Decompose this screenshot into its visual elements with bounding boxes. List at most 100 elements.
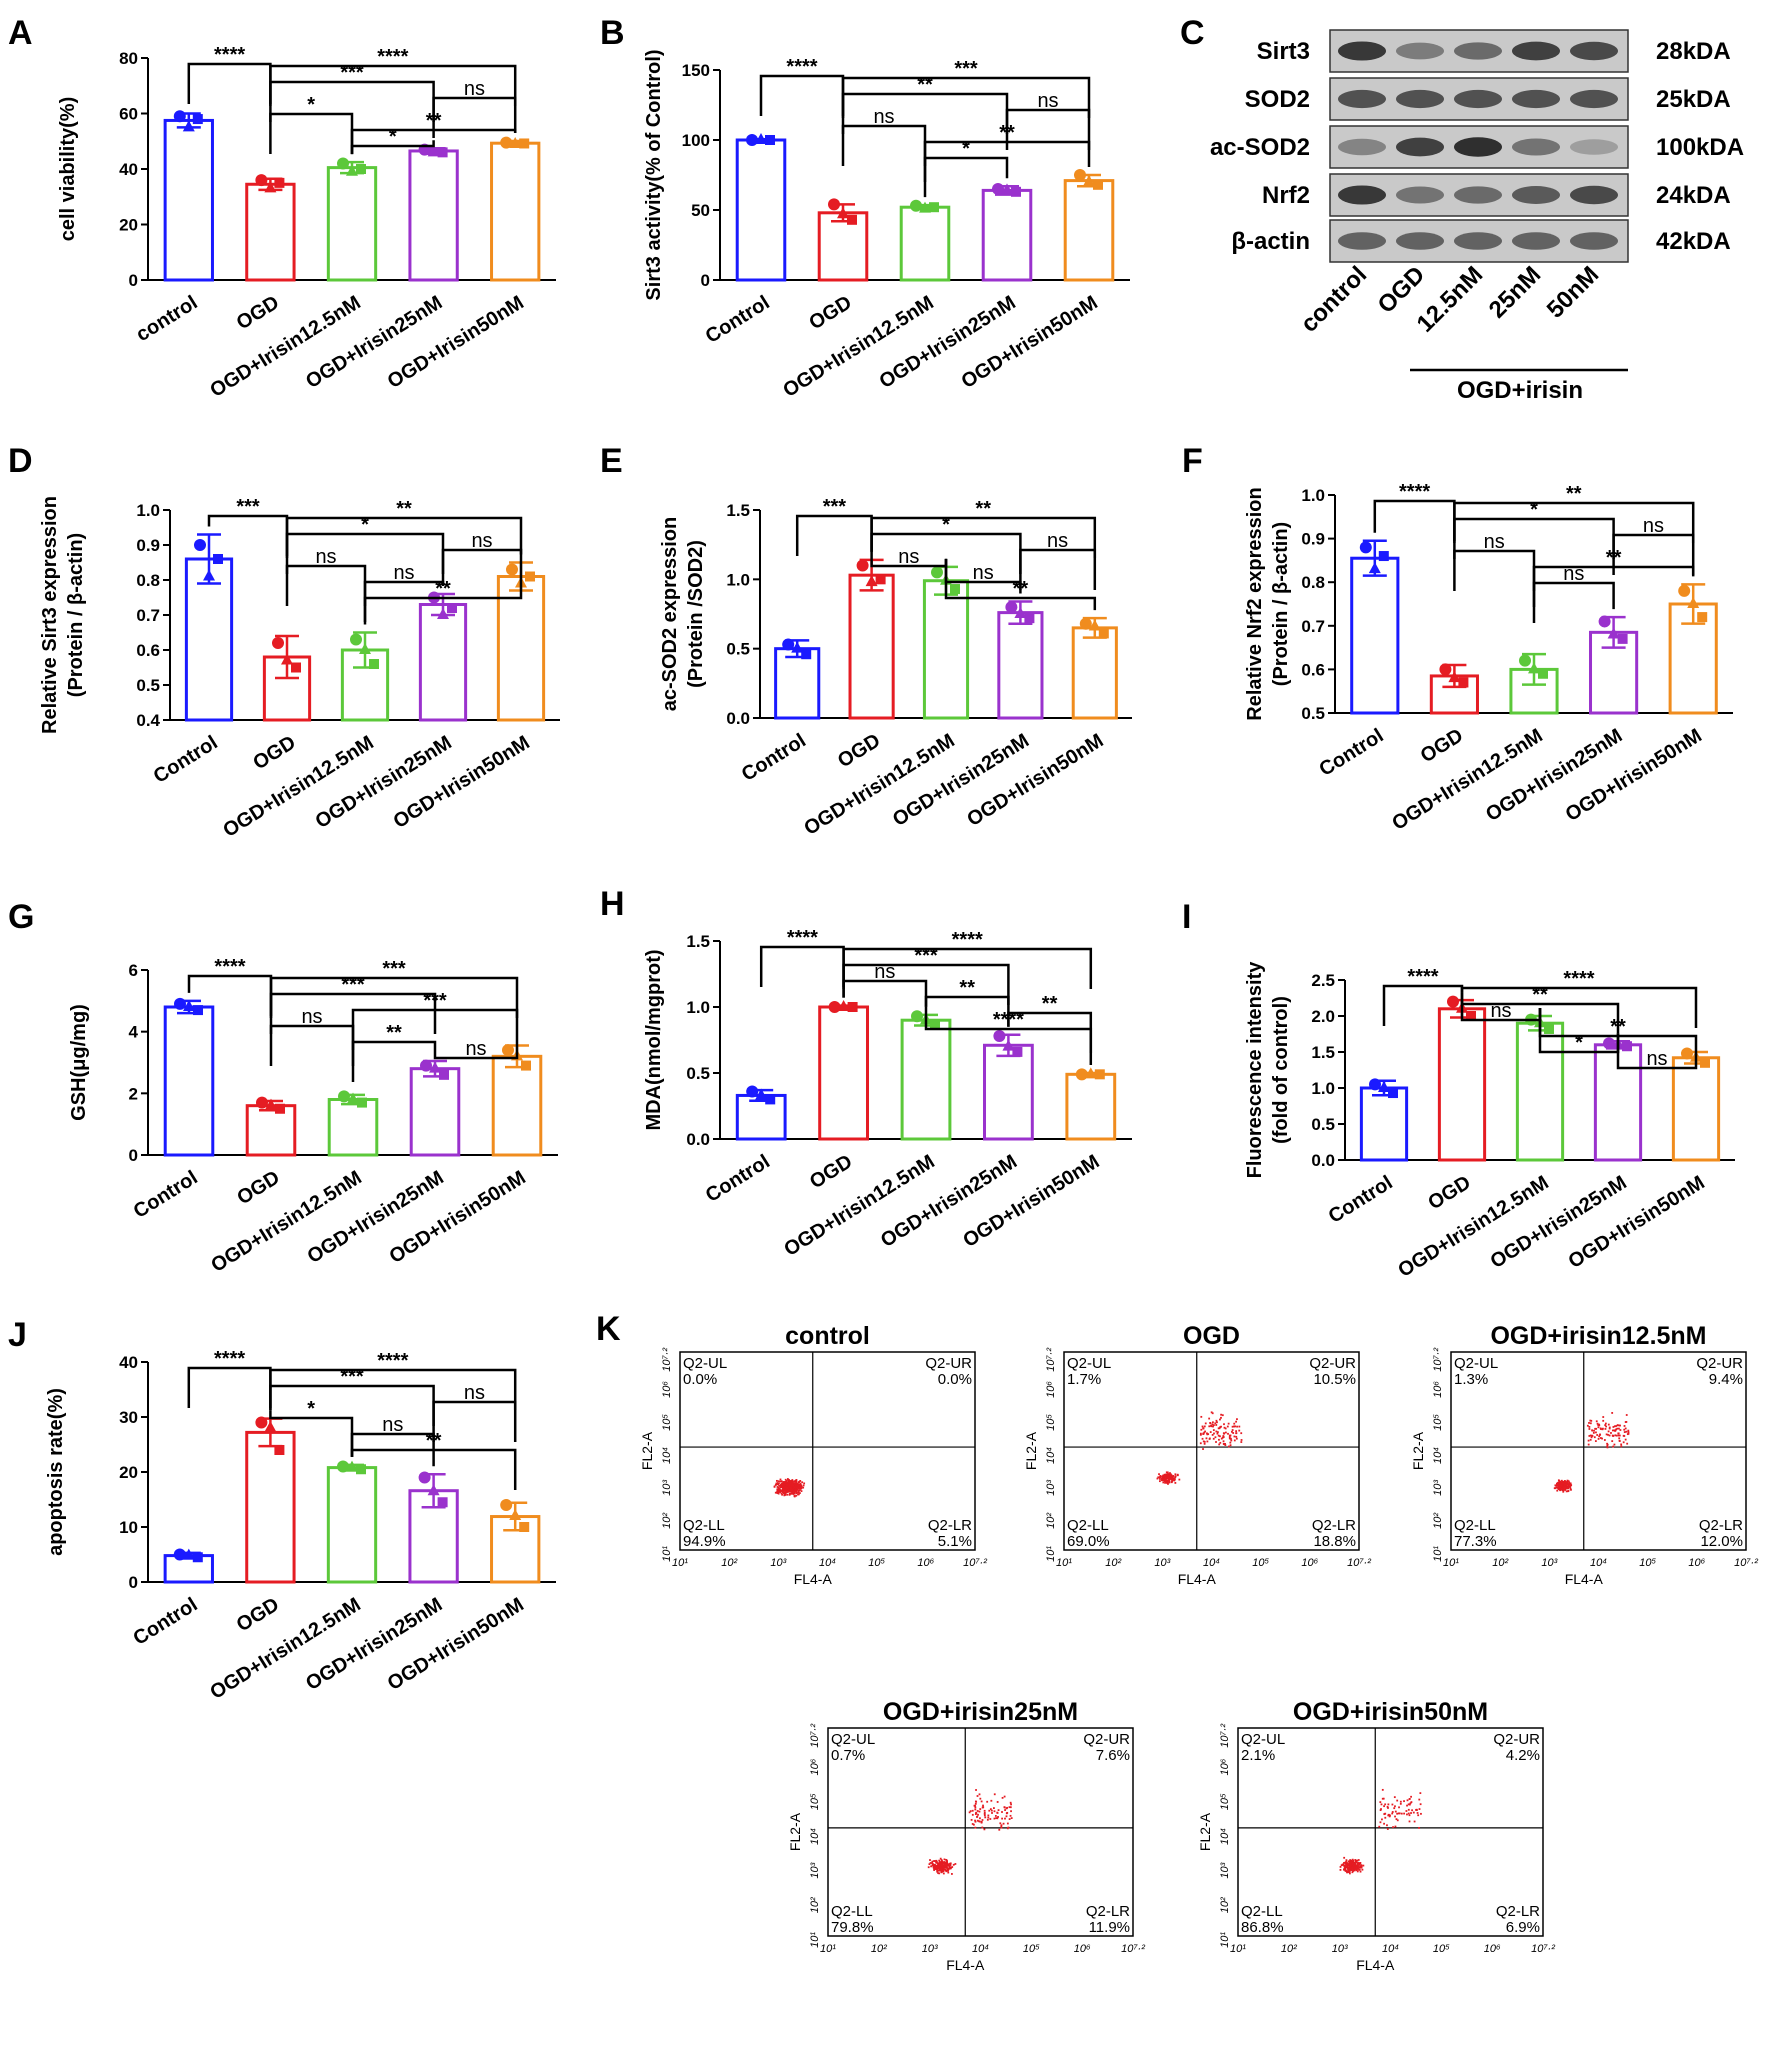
significance-label: ns bbox=[382, 1414, 403, 1436]
x-tick-label: 10⁶ bbox=[917, 1557, 934, 1569]
data-point bbox=[429, 1061, 441, 1073]
flow-event-dot bbox=[793, 1482, 796, 1485]
flow-event-dot bbox=[1200, 1428, 1203, 1431]
flow-event-dot bbox=[1350, 1869, 1353, 1871]
flow-event-dot bbox=[1217, 1434, 1220, 1437]
flow-event-dot bbox=[1220, 1425, 1222, 1428]
data-point bbox=[274, 177, 285, 188]
flow-event-dot bbox=[1165, 1476, 1168, 1479]
flow-event-dot bbox=[996, 1801, 999, 1803]
y-axis-label: Relative Nrf2 expression bbox=[1244, 487, 1266, 720]
significance-bracket bbox=[924, 1006, 1093, 1065]
data-point bbox=[1617, 633, 1628, 644]
flow-event-dot bbox=[1618, 1437, 1621, 1440]
flow-event-dot bbox=[1162, 1476, 1165, 1479]
flow-plot: OGD+irisin25nM Q2-UL0.7% Q2-UR7.6% Q2-LL79.… bbox=[787, 1698, 1145, 1973]
flow-event-dot bbox=[1199, 1442, 1202, 1445]
x-tick-label: Control bbox=[702, 292, 774, 348]
y-tick-label: 10² bbox=[1219, 1897, 1231, 1913]
flow-event-dot bbox=[1224, 1427, 1227, 1430]
flow-event-dot bbox=[979, 1817, 981, 1820]
data-point bbox=[1002, 1039, 1015, 1051]
data-point bbox=[1622, 1041, 1632, 1052]
flow-event-dot bbox=[1403, 1800, 1405, 1803]
flow-event-dot bbox=[784, 1489, 786, 1492]
flow-event-dot bbox=[1006, 1806, 1009, 1809]
x-tick-label: OGD bbox=[834, 730, 884, 773]
y-tick-label: 10⁷·² bbox=[1432, 1348, 1444, 1372]
data-point bbox=[192, 114, 203, 125]
flow-event-dot bbox=[793, 1486, 796, 1489]
flow-event-dot bbox=[1408, 1814, 1411, 1817]
flow-event-dot bbox=[1360, 1864, 1363, 1867]
flow-event-dot bbox=[974, 1808, 977, 1811]
y-tick-label: 2.0 bbox=[1311, 1007, 1335, 1026]
flow-event-dot bbox=[1617, 1434, 1620, 1437]
data-point bbox=[929, 202, 939, 213]
flow-event-dot bbox=[1586, 1424, 1589, 1427]
flow-event-dot bbox=[1381, 1797, 1384, 1800]
flow-event-dot bbox=[950, 1866, 953, 1869]
quadrant-value: 9.4% bbox=[1709, 1371, 1743, 1388]
quadrant-value: 18.8% bbox=[1313, 1533, 1356, 1550]
quadrant-value: 10.5% bbox=[1313, 1371, 1356, 1388]
flow-event-dot bbox=[1590, 1419, 1593, 1422]
bar bbox=[245, 182, 296, 282]
flow-event-dot bbox=[1156, 1477, 1159, 1480]
flow-event-dot bbox=[1231, 1425, 1234, 1428]
flow-event-dot bbox=[797, 1485, 800, 1488]
flow-event-dot bbox=[1209, 1422, 1212, 1425]
y-axis-label: Relative Sirt3 expression bbox=[39, 496, 61, 734]
data-point bbox=[950, 584, 960, 595]
flow-event-dot bbox=[1350, 1861, 1352, 1864]
flow-event-dot bbox=[1570, 1488, 1572, 1491]
significance-bracket bbox=[795, 514, 873, 556]
y-tick-label: 50 bbox=[691, 201, 710, 220]
flow-event-dot bbox=[1351, 1869, 1354, 1872]
data-point bbox=[1088, 619, 1101, 631]
flow-event-dot bbox=[949, 1864, 952, 1866]
flow-event-dot bbox=[1598, 1435, 1601, 1438]
significance-label: ns bbox=[464, 1382, 485, 1404]
flow-event-dot bbox=[791, 1490, 794, 1493]
flow-event-dot bbox=[939, 1866, 942, 1869]
data-point bbox=[746, 1085, 759, 1098]
y-tick-label: 0.6 bbox=[1301, 660, 1325, 679]
flow-event-dot bbox=[980, 1800, 983, 1803]
y-tick-label: 10³ bbox=[1432, 1480, 1444, 1496]
flow-event-dot bbox=[1418, 1808, 1421, 1810]
flow-event-dot bbox=[990, 1809, 993, 1812]
data-point bbox=[182, 1548, 195, 1560]
flow-event-dot bbox=[776, 1489, 779, 1492]
y-tick-label: 10⁶ bbox=[1219, 1758, 1231, 1775]
flow-event-dot bbox=[944, 1869, 947, 1871]
flow-event-dot bbox=[1212, 1429, 1215, 1431]
flow-event-dot bbox=[932, 1866, 935, 1869]
flow-event-dot bbox=[1159, 1476, 1161, 1478]
flow-event-dot bbox=[1381, 1818, 1383, 1821]
data-point bbox=[755, 133, 767, 144]
data-point bbox=[911, 1010, 923, 1023]
flow-plot-title: OGD+irisin12.5nM bbox=[1490, 1322, 1706, 1350]
flow-event-dot bbox=[783, 1481, 786, 1483]
flow-event-dot bbox=[793, 1495, 796, 1497]
flow-event-dot bbox=[1203, 1442, 1206, 1445]
flow-event-dot bbox=[1598, 1424, 1601, 1427]
x-tick-label: 10⁵ bbox=[1023, 1943, 1040, 1955]
data-point bbox=[1528, 662, 1540, 674]
flow-event-dot bbox=[942, 1870, 945, 1873]
data-point bbox=[1439, 663, 1452, 676]
flow-event-dot bbox=[1562, 1488, 1565, 1491]
data-point bbox=[509, 1509, 522, 1520]
flow-event-dot bbox=[1397, 1812, 1400, 1815]
flow-event-dot bbox=[1009, 1801, 1012, 1804]
y-tick-label: 10⁴ bbox=[1219, 1828, 1231, 1845]
panel-G: G 0 2 4 6 GSH(μg/mg) Control OGDOGD+Irisin12.5n… bbox=[8, 898, 558, 1277]
flow-event-dot bbox=[1601, 1437, 1603, 1440]
significance-label: ns bbox=[898, 546, 919, 568]
flow-event-dot bbox=[1605, 1425, 1608, 1428]
flow-event-dot bbox=[1219, 1435, 1221, 1438]
flow-event-dot bbox=[1602, 1419, 1605, 1422]
